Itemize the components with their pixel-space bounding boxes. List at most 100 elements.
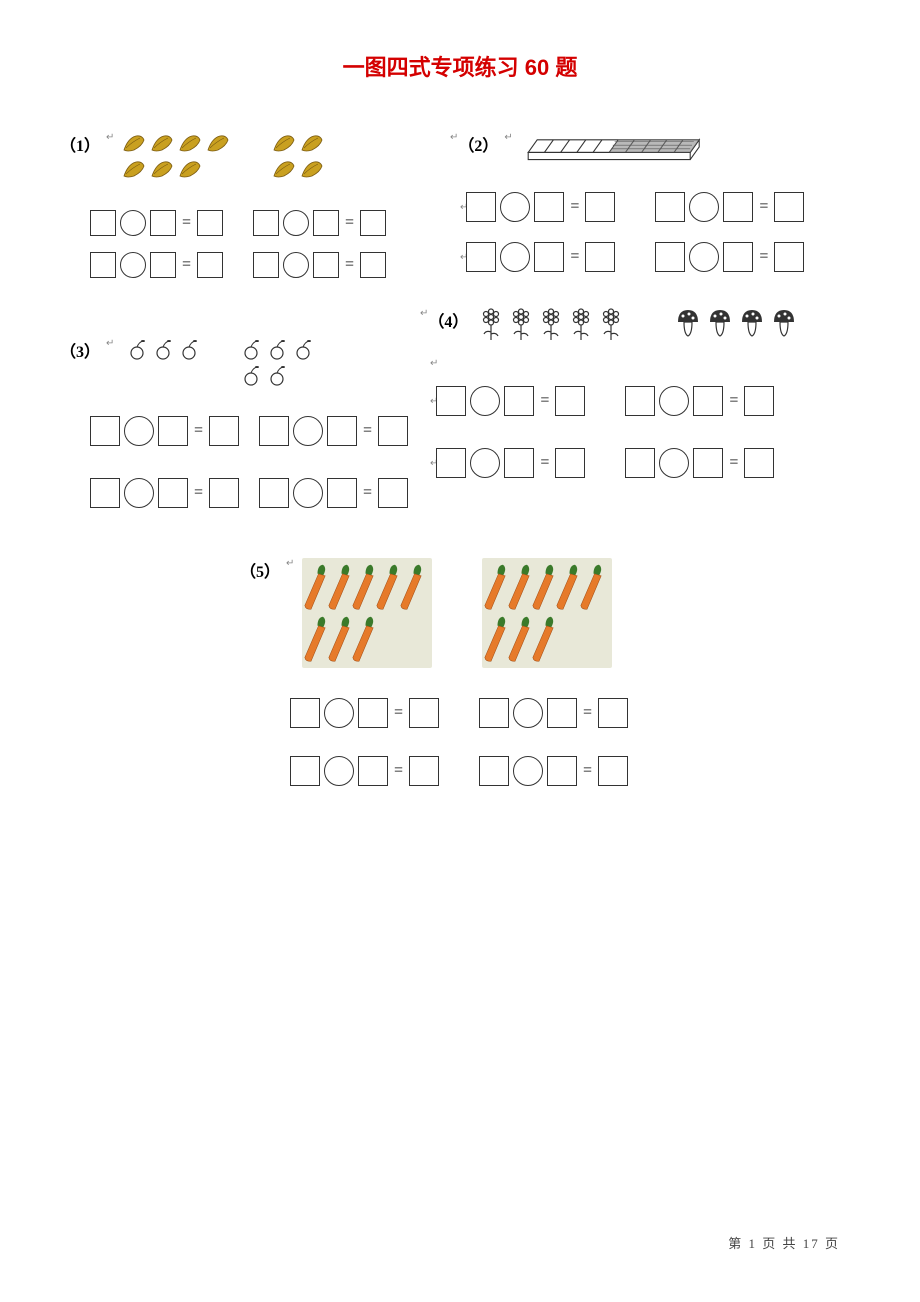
operand-box[interactable] bbox=[90, 478, 120, 508]
operand-box[interactable] bbox=[313, 210, 339, 236]
operator-circle[interactable] bbox=[324, 698, 354, 728]
operator-circle[interactable] bbox=[470, 386, 500, 416]
operand-box[interactable] bbox=[504, 448, 534, 478]
operand-box[interactable] bbox=[534, 242, 564, 272]
result-box[interactable] bbox=[409, 756, 439, 786]
equation-blank: = bbox=[90, 252, 223, 278]
equals-sign: = bbox=[180, 214, 193, 232]
result-box[interactable] bbox=[409, 698, 439, 728]
page-title: 一图四式专项练习 60 题 bbox=[60, 50, 860, 82]
operand-box[interactable] bbox=[327, 416, 357, 446]
operand-box[interactable] bbox=[259, 478, 289, 508]
operand-box[interactable] bbox=[466, 192, 496, 222]
operand-box[interactable] bbox=[436, 386, 466, 416]
result-box[interactable] bbox=[360, 210, 386, 236]
operand-box[interactable] bbox=[290, 698, 320, 728]
operand-box[interactable] bbox=[158, 478, 188, 508]
mushroom-icon bbox=[706, 308, 734, 338]
operator-circle[interactable] bbox=[689, 192, 719, 222]
equals-sign: = bbox=[757, 248, 770, 266]
operator-circle[interactable] bbox=[293, 478, 323, 508]
operator-circle[interactable] bbox=[124, 416, 154, 446]
operand-box[interactable] bbox=[547, 756, 577, 786]
operand-box[interactable] bbox=[693, 448, 723, 478]
result-box[interactable] bbox=[585, 192, 615, 222]
result-box[interactable] bbox=[360, 252, 386, 278]
cherry-group-1 bbox=[126, 338, 200, 360]
operand-box[interactable] bbox=[327, 478, 357, 508]
equation-blank: = bbox=[625, 448, 774, 478]
operator-circle[interactable] bbox=[659, 448, 689, 478]
operator-circle[interactable] bbox=[513, 698, 543, 728]
equals-sign: = bbox=[757, 198, 770, 216]
operand-box[interactable] bbox=[625, 448, 655, 478]
operand-box[interactable] bbox=[150, 252, 176, 278]
result-box[interactable] bbox=[378, 478, 408, 508]
result-box[interactable] bbox=[197, 210, 223, 236]
leaf-group-1 bbox=[122, 132, 232, 180]
operand-box[interactable] bbox=[723, 192, 753, 222]
equation-blank: = bbox=[253, 210, 386, 236]
operator-circle[interactable] bbox=[283, 210, 309, 236]
cherry-icon bbox=[240, 338, 262, 360]
reset-mark: ↵ bbox=[106, 338, 114, 349]
operand-box[interactable] bbox=[655, 242, 685, 272]
leaf-icon bbox=[272, 158, 296, 180]
operand-box[interactable] bbox=[259, 416, 289, 446]
operand-box[interactable] bbox=[150, 210, 176, 236]
operand-box[interactable] bbox=[723, 242, 753, 272]
operand-box[interactable] bbox=[534, 192, 564, 222]
operand-box[interactable] bbox=[253, 252, 279, 278]
operand-box[interactable] bbox=[290, 756, 320, 786]
result-box[interactable] bbox=[585, 242, 615, 272]
operand-box[interactable] bbox=[358, 756, 388, 786]
result-box[interactable] bbox=[378, 416, 408, 446]
operand-box[interactable] bbox=[90, 416, 120, 446]
operand-box[interactable] bbox=[158, 416, 188, 446]
result-box[interactable] bbox=[598, 756, 628, 786]
operand-box[interactable] bbox=[358, 698, 388, 728]
reset-mark: ↵ bbox=[420, 308, 428, 319]
operator-circle[interactable] bbox=[470, 448, 500, 478]
operator-circle[interactable] bbox=[500, 242, 530, 272]
equals-sign: = bbox=[568, 248, 581, 266]
reset-mark: ↵ bbox=[430, 358, 438, 369]
operand-box[interactable] bbox=[504, 386, 534, 416]
operator-circle[interactable] bbox=[283, 252, 309, 278]
operator-circle[interactable] bbox=[120, 210, 146, 236]
mushroom-icon bbox=[770, 308, 798, 338]
result-box[interactable] bbox=[598, 698, 628, 728]
operator-circle[interactable] bbox=[293, 416, 323, 446]
operator-circle[interactable] bbox=[513, 756, 543, 786]
operand-box[interactable] bbox=[253, 210, 279, 236]
result-box[interactable] bbox=[774, 242, 804, 272]
operand-box[interactable] bbox=[313, 252, 339, 278]
operand-box[interactable] bbox=[655, 192, 685, 222]
operator-circle[interactable] bbox=[689, 242, 719, 272]
result-box[interactable] bbox=[555, 448, 585, 478]
operand-box[interactable] bbox=[466, 242, 496, 272]
result-box[interactable] bbox=[774, 192, 804, 222]
operand-box[interactable] bbox=[436, 448, 466, 478]
operand-box[interactable] bbox=[90, 210, 116, 236]
operand-box[interactable] bbox=[479, 756, 509, 786]
result-box[interactable] bbox=[209, 416, 239, 446]
result-box[interactable] bbox=[209, 478, 239, 508]
operand-box[interactable] bbox=[547, 698, 577, 728]
operator-circle[interactable] bbox=[120, 252, 146, 278]
operand-box[interactable] bbox=[625, 386, 655, 416]
result-box[interactable] bbox=[744, 448, 774, 478]
problem-number: （4） bbox=[428, 308, 468, 332]
operand-box[interactable] bbox=[90, 252, 116, 278]
operator-circle[interactable] bbox=[659, 386, 689, 416]
leaf-icon bbox=[122, 158, 146, 180]
result-box[interactable] bbox=[197, 252, 223, 278]
operator-circle[interactable] bbox=[500, 192, 530, 222]
result-box[interactable] bbox=[555, 386, 585, 416]
operand-box[interactable] bbox=[479, 698, 509, 728]
operand-box[interactable] bbox=[693, 386, 723, 416]
operator-circle[interactable] bbox=[324, 756, 354, 786]
result-box[interactable] bbox=[744, 386, 774, 416]
operator-circle[interactable] bbox=[124, 478, 154, 508]
cherry-icon bbox=[266, 364, 288, 386]
